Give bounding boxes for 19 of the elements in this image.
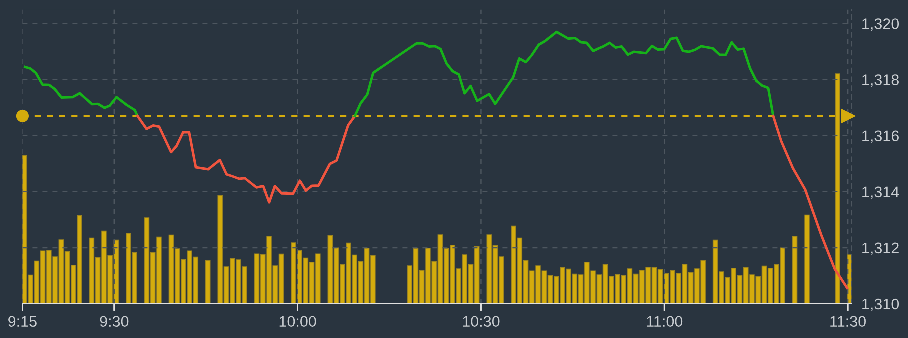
x-tick-label: 10:00 [280,316,316,328]
y-tick-label: 1,310 [862,298,900,312]
line-series [354,30,775,118]
bar [206,260,211,304]
x-tick-label: 9:30 [100,316,129,328]
bar [792,236,798,304]
bar [804,214,810,304]
x-tick-label: 11:00 [647,316,683,328]
y-tick-label: 1,320 [862,18,900,32]
x-tick-label: 10:30 [463,316,500,328]
y-tick-label: 1,316 [862,130,899,144]
y-tick-label: 1,312 [862,242,899,256]
y-tick-label: 1,314 [862,186,900,200]
line-series [772,114,849,290]
line-series [136,114,356,204]
x-tick-label: 9:15 [8,316,37,328]
y-tick-label: 1,318 [862,74,899,88]
line-series [24,66,139,118]
x-tick-label: 11:30 [830,316,866,328]
